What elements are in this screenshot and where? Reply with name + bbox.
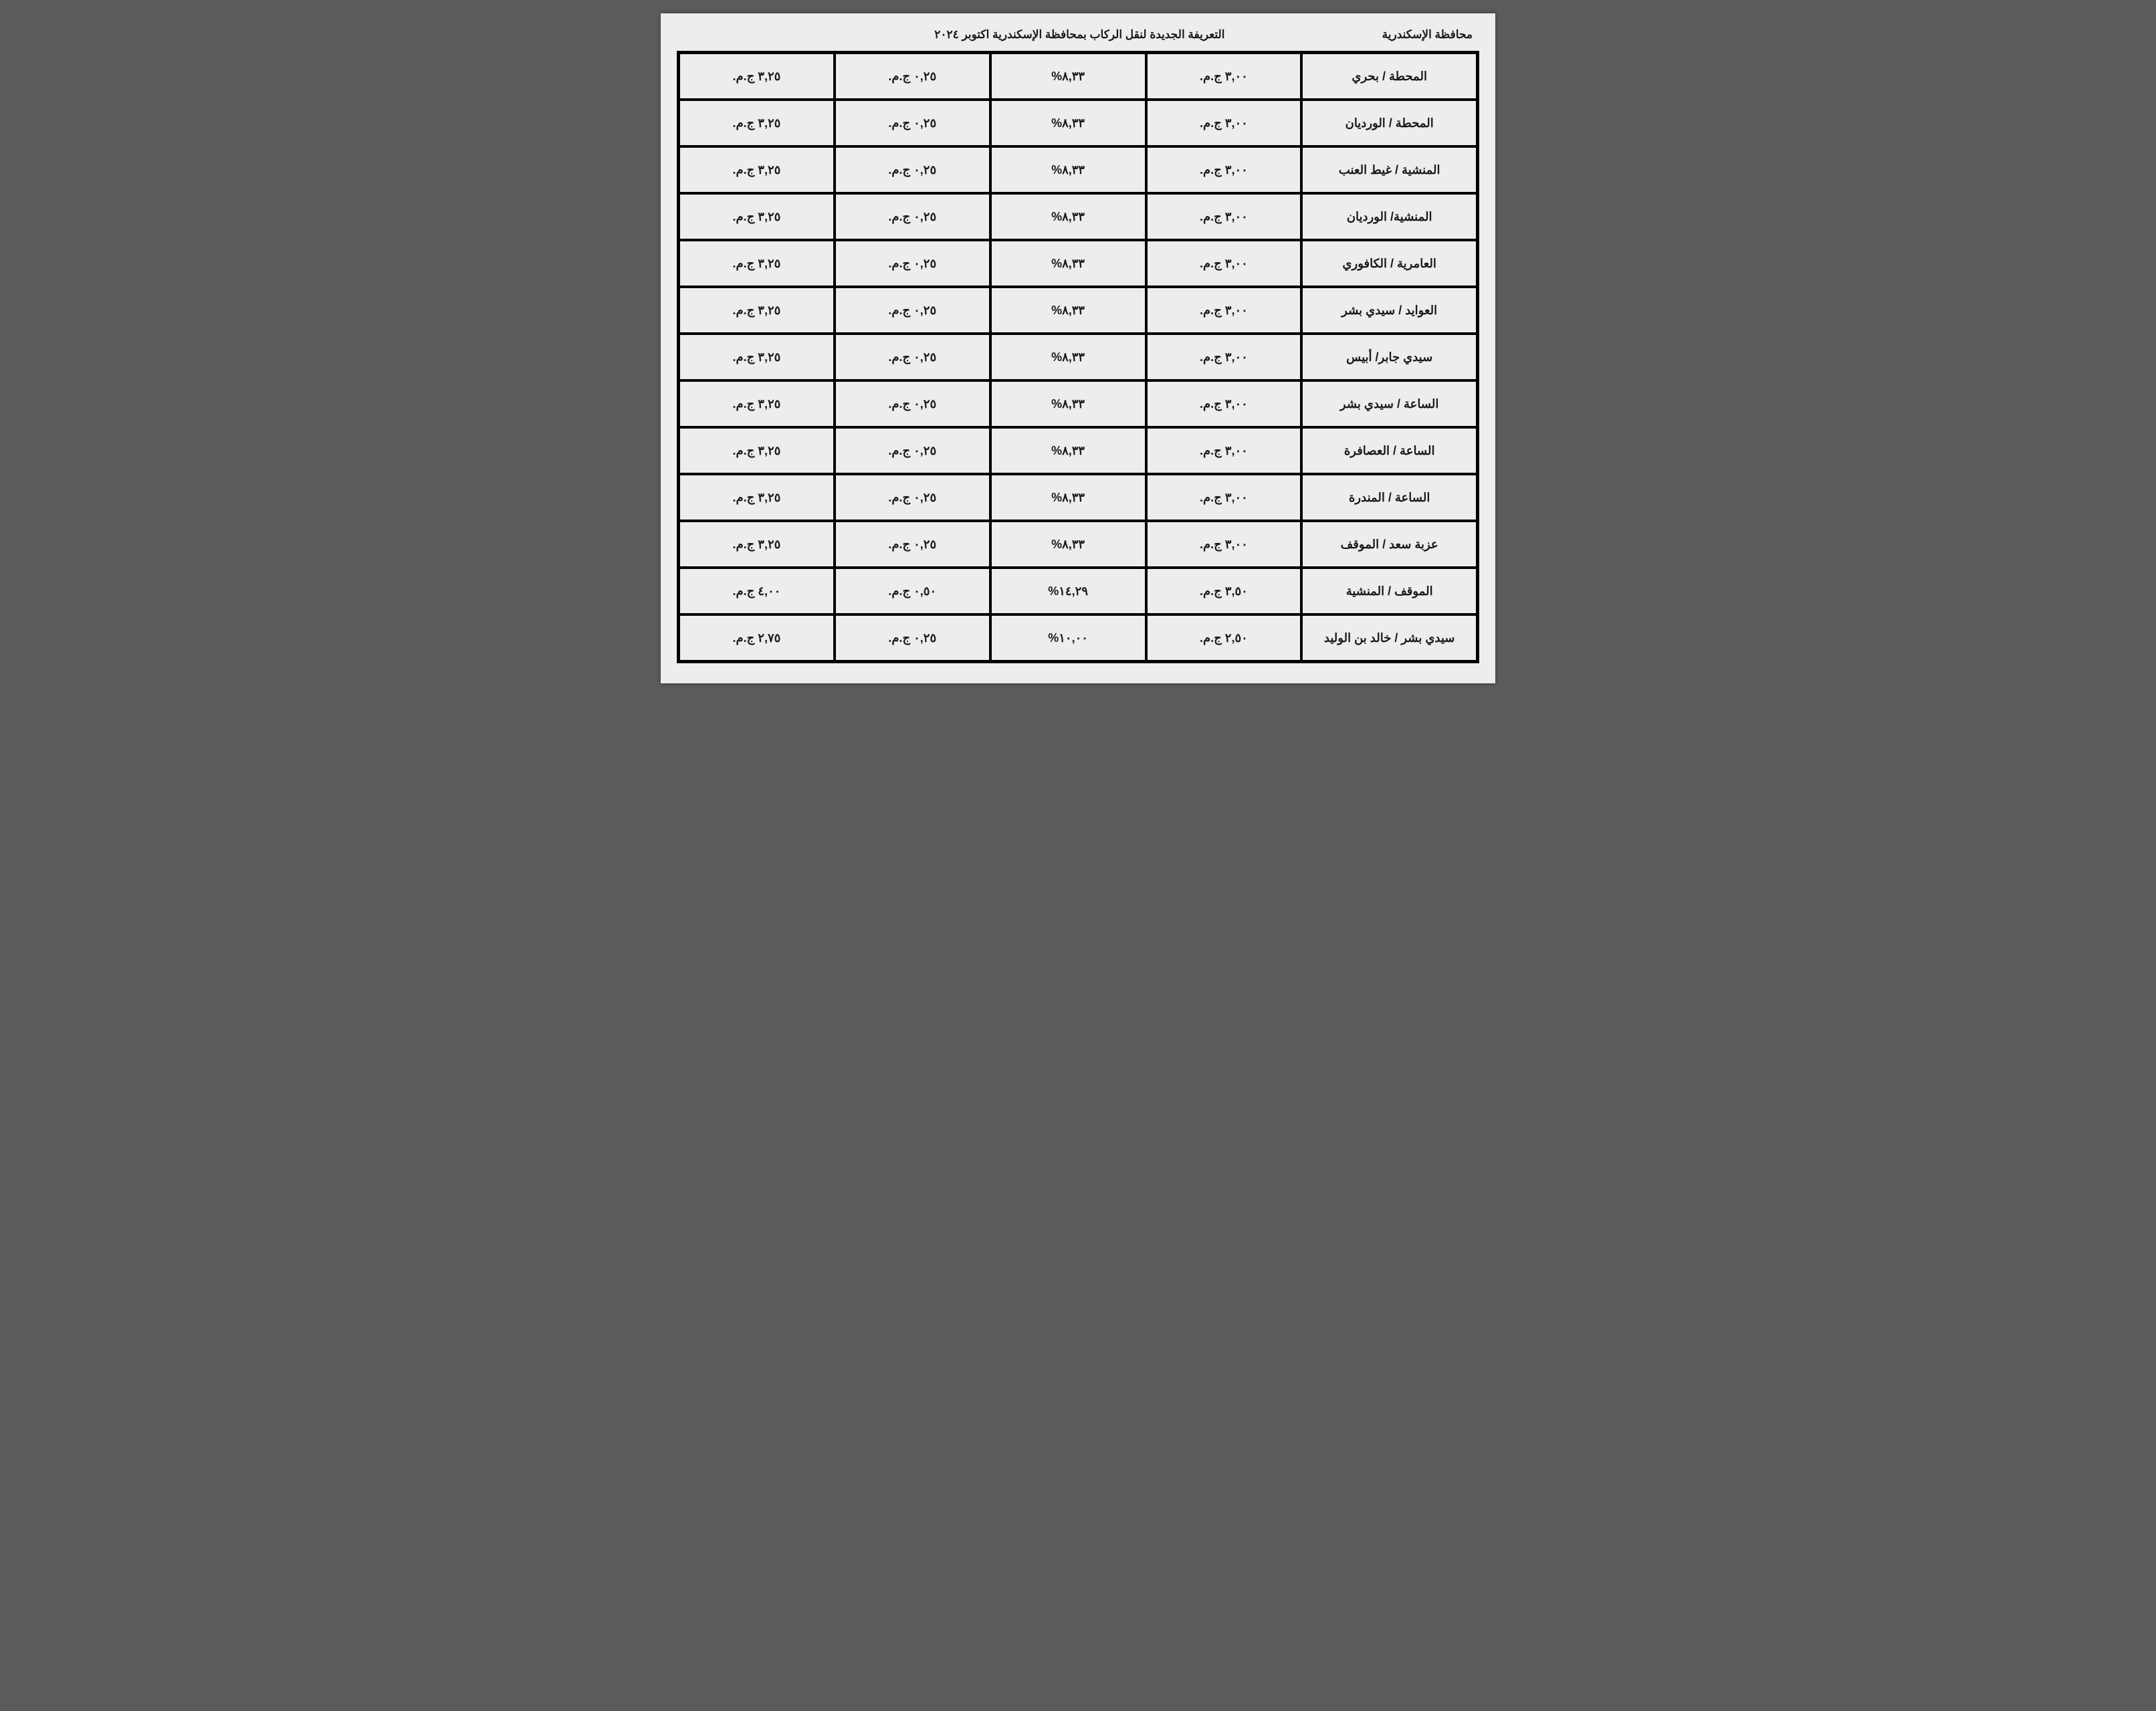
- table-row: الساعة / العصافرة٣,٠٠ ج.م.٨,٣٣%٠,٢٥ ج.م.…: [679, 427, 1477, 474]
- increase-pct-cell: ٨,٣٣%: [990, 427, 1146, 474]
- increase-amt-cell: ٠,٢٥ ج.م.: [835, 521, 990, 568]
- old-fare-cell: ٣,٥٠ ج.م.: [1146, 568, 1302, 614]
- route-cell: العامرية / الكافوري: [1301, 240, 1477, 287]
- table-row: الساعة / سيدي بشر٣,٠٠ ج.م.٨,٣٣%٠,٢٥ ج.م.…: [679, 380, 1477, 427]
- increase-pct-cell: ٨,٣٣%: [990, 53, 1146, 100]
- increase-amt-cell: ٠,٢٥ ج.م.: [835, 240, 990, 287]
- increase-pct-cell: ٨,٣٣%: [990, 100, 1146, 146]
- route-cell: المحطة / بحري: [1301, 53, 1477, 100]
- scanned-page: محافظة الإسكندرية التعريفة الجديدة لنقل …: [661, 13, 1495, 683]
- increase-pct-cell: ٨,٣٣%: [990, 380, 1146, 427]
- new-fare-cell: ٢,٧٥ ج.م.: [679, 614, 835, 661]
- table-row: العوايد / سيدي بشر٣,٠٠ ج.م.٨,٣٣%٠,٢٥ ج.م…: [679, 287, 1477, 334]
- old-fare-cell: ٣,٠٠ ج.م.: [1146, 521, 1302, 568]
- increase-amt-cell: ٠,٢٥ ج.م.: [835, 100, 990, 146]
- new-fare-cell: ٣,٢٥ ج.م.: [679, 193, 835, 240]
- old-fare-cell: ٣,٠٠ ج.م.: [1146, 427, 1302, 474]
- increase-pct-cell: ٨,٣٣%: [990, 146, 1146, 193]
- table-row: المنشية / غيط العنب٣,٠٠ ج.م.٨,٣٣%٠,٢٥ ج.…: [679, 146, 1477, 193]
- new-fare-cell: ٣,٢٥ ج.م.: [679, 380, 835, 427]
- tariff-table: المحطة / بحري٣,٠٠ ج.م.٨,٣٣%٠,٢٥ ج.م.٣,٢٥…: [677, 51, 1479, 663]
- increase-pct-cell: ٨,٣٣%: [990, 193, 1146, 240]
- old-fare-cell: ٢,٥٠ ج.م.: [1146, 614, 1302, 661]
- new-fare-cell: ٣,٢٥ ج.م.: [679, 287, 835, 334]
- increase-amt-cell: ٠,٢٥ ج.م.: [835, 614, 990, 661]
- new-fare-cell: ٣,٢٥ ج.م.: [679, 100, 835, 146]
- increase-amt-cell: ٠,٥٠ ج.م.: [835, 568, 990, 614]
- old-fare-cell: ٣,٠٠ ج.م.: [1146, 380, 1302, 427]
- route-cell: سيدي بشر / خالد بن الوليد: [1301, 614, 1477, 661]
- table-row: الساعة / المندرة٣,٠٠ ج.م.٨,٣٣%٠,٢٥ ج.م.٣…: [679, 474, 1477, 521]
- route-cell: الساعة / العصافرة: [1301, 427, 1477, 474]
- route-cell: المنشية/ الورديان: [1301, 193, 1477, 240]
- table-row: سيدي جابر/ أبيس٣,٠٠ ج.م.٨,٣٣%٠,٢٥ ج.م.٣,…: [679, 334, 1477, 380]
- table-row: عزبة سعد / الموقف٣,٠٠ ج.م.٨,٣٣%٠,٢٥ ج.م.…: [679, 521, 1477, 568]
- new-fare-cell: ٣,٢٥ ج.م.: [679, 427, 835, 474]
- increase-amt-cell: ٠,٢٥ ج.م.: [835, 53, 990, 100]
- old-fare-cell: ٣,٠٠ ج.م.: [1146, 240, 1302, 287]
- table-row: المنشية/ الورديان٣,٠٠ ج.م.٨,٣٣%٠,٢٥ ج.م.…: [679, 193, 1477, 240]
- increase-pct-cell: ١٤,٢٩%: [990, 568, 1146, 614]
- authority-label: محافظة الإسكندرية: [1382, 28, 1473, 41]
- route-cell: الساعة / سيدي بشر: [1301, 380, 1477, 427]
- new-fare-cell: ٣,٢٥ ج.م.: [679, 474, 835, 521]
- route-cell: الساعة / المندرة: [1301, 474, 1477, 521]
- new-fare-cell: ٣,٢٥ ج.م.: [679, 240, 835, 287]
- route-cell: العوايد / سيدي بشر: [1301, 287, 1477, 334]
- new-fare-cell: ٣,٢٥ ج.م.: [679, 334, 835, 380]
- increase-amt-cell: ٠,٢٥ ج.م.: [835, 474, 990, 521]
- table-row: الموقف / المنشية٣,٥٠ ج.م.١٤,٢٩%٠,٥٠ ج.م.…: [679, 568, 1477, 614]
- old-fare-cell: ٣,٠٠ ج.م.: [1146, 287, 1302, 334]
- increase-pct-cell: ٨,٣٣%: [990, 334, 1146, 380]
- table-row: المحطة / بحري٣,٠٠ ج.م.٨,٣٣%٠,٢٥ ج.م.٣,٢٥…: [679, 53, 1477, 100]
- increase-pct-cell: ٨,٣٣%: [990, 287, 1146, 334]
- increase-amt-cell: ٠,٢٥ ج.م.: [835, 380, 990, 427]
- new-fare-cell: ٣,٢٥ ج.م.: [679, 146, 835, 193]
- increase-amt-cell: ٠,٢٥ ج.م.: [835, 334, 990, 380]
- increase-pct-cell: ٨,٣٣%: [990, 240, 1146, 287]
- new-fare-cell: ٣,٢٥ ج.م.: [679, 53, 835, 100]
- old-fare-cell: ٣,٠٠ ج.م.: [1146, 474, 1302, 521]
- route-cell: المنشية / غيط العنب: [1301, 146, 1477, 193]
- route-cell: سيدي جابر/ أبيس: [1301, 334, 1477, 380]
- route-cell: الموقف / المنشية: [1301, 568, 1477, 614]
- increase-amt-cell: ٠,٢٥ ج.م.: [835, 193, 990, 240]
- table-row: سيدي بشر / خالد بن الوليد٢,٥٠ ج.م.١٠,٠٠%…: [679, 614, 1477, 661]
- page-title: التعريفة الجديدة لنقل الركاب بمحافظة الإ…: [790, 28, 1369, 41]
- new-fare-cell: ٤,٠٠ ج.م.: [679, 568, 835, 614]
- old-fare-cell: ٣,٠٠ ج.م.: [1146, 100, 1302, 146]
- increase-pct-cell: ١٠,٠٠%: [990, 614, 1146, 661]
- increase-amt-cell: ٠,٢٥ ج.م.: [835, 427, 990, 474]
- old-fare-cell: ٣,٠٠ ج.م.: [1146, 146, 1302, 193]
- page-header: محافظة الإسكندرية التعريفة الجديدة لنقل …: [677, 27, 1479, 51]
- route-cell: عزبة سعد / الموقف: [1301, 521, 1477, 568]
- increase-pct-cell: ٨,٣٣%: [990, 474, 1146, 521]
- old-fare-cell: ٣,٠٠ ج.م.: [1146, 193, 1302, 240]
- increase-pct-cell: ٨,٣٣%: [990, 521, 1146, 568]
- old-fare-cell: ٣,٠٠ ج.م.: [1146, 53, 1302, 100]
- increase-amt-cell: ٠,٢٥ ج.م.: [835, 287, 990, 334]
- new-fare-cell: ٣,٢٥ ج.م.: [679, 521, 835, 568]
- route-cell: المحطة / الورديان: [1301, 100, 1477, 146]
- increase-amt-cell: ٠,٢٥ ج.م.: [835, 146, 990, 193]
- table-row: العامرية / الكافوري٣,٠٠ ج.م.٨,٣٣%٠,٢٥ ج.…: [679, 240, 1477, 287]
- old-fare-cell: ٣,٠٠ ج.م.: [1146, 334, 1302, 380]
- table-row: المحطة / الورديان٣,٠٠ ج.م.٨,٣٣%٠,٢٥ ج.م.…: [679, 100, 1477, 146]
